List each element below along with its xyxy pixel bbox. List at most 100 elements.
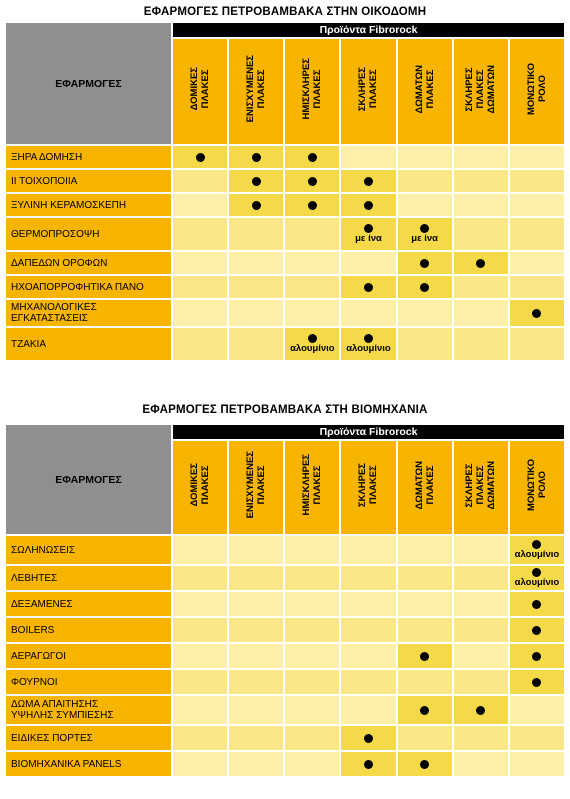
matrix-cell <box>170 750 230 778</box>
products-header: Προϊόντα Fibrorock <box>171 21 566 39</box>
matrix-cell <box>283 616 342 644</box>
matrix-cell <box>283 144 342 170</box>
matrix-cell <box>451 144 510 170</box>
application-label: BOILERS <box>4 616 173 644</box>
matrix-cell <box>395 144 454 170</box>
column-header: ΗΜΙΣΚΛΗΡΕΣ ΠΛΑΚΕΣ <box>283 37 342 146</box>
cell-note: αλουμίνιο <box>514 577 560 588</box>
matrix-cell <box>227 326 286 362</box>
bullet-icon <box>420 224 430 233</box>
matrix-cell <box>395 750 454 778</box>
matrix-cell: αλουμίνιο <box>283 326 342 362</box>
bullet-icon <box>420 258 430 268</box>
table-row: ΔΩΜΑ ΑΠΑΙΤΗΣΗΣ ΥΨΗΛΗΣ ΣΥΜΠΙΕΣΗΣ <box>4 694 567 726</box>
matrix-cell <box>227 168 286 194</box>
matrix-cell <box>451 216 510 252</box>
column-header-label: ΜΟΝΩΤΙΚΟ ΡΟΛΟ <box>525 458 548 512</box>
table-row: ΙΙ ΤΟΙΧΟΠΟΙΙΑ <box>4 168 567 194</box>
bullet-icon <box>532 568 542 577</box>
cell-note: αλουμίνιο <box>290 343 335 354</box>
bullet-icon <box>195 152 205 162</box>
matrix-cell <box>339 564 398 592</box>
column-header-label: ΔΩΜΑΤΩΝ ΠΛΑΚΕΣ <box>413 64 436 114</box>
column-header: ΔΩΜΑΤΩΝ ΠΛΑΚΕΣ <box>395 37 454 146</box>
application-label: ΛΕΒΗΤΕΣ <box>4 564 173 592</box>
bullet-icon <box>476 258 486 268</box>
matrix-cell <box>395 192 454 218</box>
table-row: ΔΑΠΕΔΩΝ ΟΡΟΦΩΝ <box>4 250 567 276</box>
column-header-label: ΣΚΛΗΡΕΣ ΠΛΑΚΕΣ <box>357 66 380 112</box>
column-header-label: ΔΟΜΙΚΕΣ ΠΛΑΚΕΣ <box>189 67 212 111</box>
table-row: BOILERS <box>4 616 567 644</box>
bullet-icon <box>476 705 486 715</box>
matrix-cell <box>507 724 567 752</box>
bullet-icon <box>251 152 261 162</box>
matrix-cell <box>339 668 398 696</box>
matrix-cell: αλουμίνιο <box>339 326 398 362</box>
table-row: ΜΗΧΑΝΟΛΟΓΙΚΕΣ ΕΓΚΑΤΑΣΤΑΣΕΙΣ <box>4 298 567 328</box>
matrix-cell <box>170 616 230 644</box>
section1-title: ΕΦΑΡΜΟΓΕΣ ΠΕΤΡΟΒΑΜΒΑΚΑ ΣΤΗΝ ΟΙΚΟΔΟΜΗ <box>143 6 427 18</box>
matrix-cell <box>395 642 454 670</box>
matrix-cell <box>451 750 510 778</box>
bullet-icon <box>532 625 542 635</box>
column-header-label: ΣΚΛΗΡΕΣ ΠΛΑΚΕΣ ΔΩΜΑΤΩΝ <box>464 64 498 114</box>
column-header-label: ΣΚΛΗΡΕΣ ΠΛΑΚΕΣ ΔΩΜΑΤΩΝ <box>464 460 498 510</box>
column-header: ΗΜΙΣΚΛΗΡΕΣ ΠΛΑΚΕΣ <box>283 439 342 536</box>
table-row: ΘΕΡΜΟΠΡΟΣΟΨΗ με ίνα με ίνα <box>4 216 567 252</box>
matrix-cell <box>451 298 510 328</box>
application-label: ΗΧΟΑΠΟΡΡΟΦΗΤΙΚΑ ΠΑΝΟ <box>4 274 173 300</box>
matrix-cell <box>507 616 567 644</box>
matrix-cell <box>170 216 230 252</box>
matrix-cell <box>283 590 342 618</box>
bullet-icon <box>363 733 373 743</box>
matrix-cell <box>227 616 286 644</box>
application-label: ΣΩΛΗΝΩΣΕΙΣ <box>4 534 173 566</box>
matrix-cell <box>339 274 398 300</box>
matrix-cell <box>395 564 454 592</box>
matrix-cell <box>227 668 286 696</box>
column-header: ΔΟΜΙΚΕΣ ΠΛΑΚΕΣ <box>170 37 230 146</box>
bullet-icon <box>251 176 261 186</box>
matrix-cell <box>339 192 398 218</box>
column-header-label: ΗΜΙΣΚΛΗΡΕΣ ΠΛΑΚΕΣ <box>301 454 324 516</box>
matrix-cell <box>451 564 510 592</box>
application-label: ΒΙΟΜΗΧΑΝΙΚΑ PANELS <box>4 750 173 778</box>
matrix-cell: με ίνα <box>395 216 454 252</box>
matrix-cell <box>170 590 230 618</box>
matrix-cell <box>283 564 342 592</box>
matrix-cell <box>451 694 510 726</box>
matrix-cell <box>227 192 286 218</box>
matrix-cell <box>395 616 454 644</box>
bullet-icon <box>363 224 373 233</box>
application-label: ΔΑΠΕΔΩΝ ΟΡΟΦΩΝ <box>4 250 173 276</box>
bullet-icon <box>532 599 542 609</box>
matrix-cell <box>395 724 454 752</box>
column-header: ΣΚΛΗΡΕΣ ΠΛΑΚΕΣ ΔΩΜΑΤΩΝ <box>451 37 510 146</box>
matrix-cell <box>283 668 342 696</box>
matrix-cell <box>451 274 510 300</box>
bullet-icon <box>307 200 317 210</box>
matrix-cell <box>227 534 286 566</box>
products-header: Προϊόντα Fibrorock <box>171 423 566 441</box>
matrix-cell <box>170 326 230 362</box>
column-header: ΔΟΜΙΚΕΣ ΠΛΑΚΕΣ <box>170 439 230 536</box>
column-header-label: ΕΝΙΣΧΥΜΕΝΕΣ ΠΛΑΚΕΣ <box>245 451 268 519</box>
column-header-label: ΜΟΝΩΤΙΚΟ ΡΟΛΟ <box>525 62 548 116</box>
matrix-cell <box>227 724 286 752</box>
matrix-cell <box>507 326 567 362</box>
application-label: ΞΥΛΙΝΗ ΚΕΡΑΜΟΣΚΕΠΗ <box>4 192 173 218</box>
column-header: ΜΟΝΩΤΙΚΟ ΡΟΛΟ <box>507 439 567 536</box>
cell-note: με ίνα <box>355 233 382 244</box>
matrix-cell <box>339 616 398 644</box>
bullet-icon <box>532 651 542 661</box>
bullet-icon <box>363 759 373 769</box>
matrix-cell <box>227 298 286 328</box>
column-header: ΕΝΙΣΧΥΜΕΝΕΣ ΠΛΑΚΕΣ <box>227 439 286 536</box>
matrix-cell <box>339 144 398 170</box>
bullet-icon <box>307 152 317 162</box>
matrix-cell <box>507 192 567 218</box>
application-label: ΑΕΡΑΓΩΓΟΙ <box>4 642 173 670</box>
matrix-cell <box>451 192 510 218</box>
matrix-cell <box>339 590 398 618</box>
